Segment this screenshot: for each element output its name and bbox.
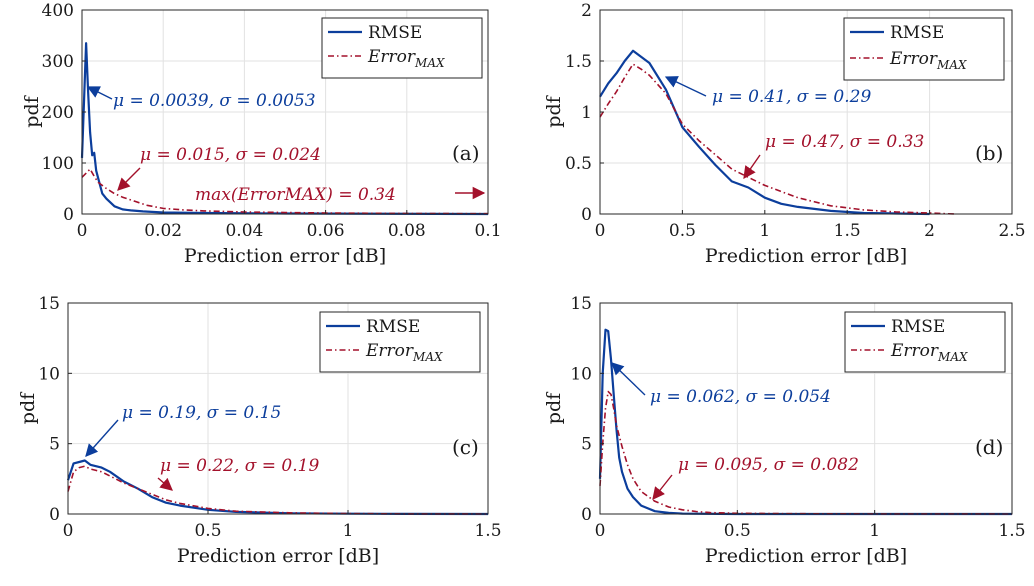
x-axis-label: Prediction error [dB] bbox=[184, 245, 386, 267]
legend: RMSE ErrorMAX bbox=[844, 311, 1006, 373]
series-errmax-line bbox=[599, 390, 1013, 515]
annotation-label: μ = 0.0039, σ = 0.0053 bbox=[113, 91, 316, 111]
legend: RMSE ErrorMAX bbox=[843, 17, 1005, 81]
y-tick-label: 5 bbox=[581, 435, 592, 455]
y-tick-label: 10 bbox=[38, 364, 60, 384]
chart-panel-d: 0 0.5 1 1.5 0 5 10 15 Prediction error [dB] pdf (d… bbox=[543, 294, 1026, 567]
y-tick-label: 300 bbox=[42, 52, 74, 72]
x-tick-label: 0.5 bbox=[669, 221, 696, 241]
legend-label-rmse: RMSE bbox=[890, 23, 944, 43]
x-tick-label: 1 bbox=[343, 521, 354, 541]
annotation-label: μ = 0.015, σ = 0.024 bbox=[140, 145, 321, 165]
x-tick-label: 0 bbox=[63, 521, 74, 541]
panel-tag: (a) bbox=[452, 141, 480, 165]
x-tick-label: 0.1 bbox=[474, 221, 501, 241]
y-tick-label: 1 bbox=[581, 103, 592, 123]
legend-label-errmax: ErrorMAX bbox=[367, 47, 445, 70]
x-tick-label: 0.04 bbox=[225, 221, 263, 241]
annotation-label: max(ErrorMAX) = 0.34 bbox=[195, 185, 396, 205]
annotation-label: μ = 0.062, σ = 0.054 bbox=[650, 387, 831, 407]
legend-box bbox=[321, 17, 483, 79]
annotation-arrow bbox=[86, 86, 113, 100]
axes-box bbox=[599, 302, 1013, 515]
annotation-label: μ = 0.47, σ = 0.33 bbox=[765, 132, 924, 152]
y-axis-label: pdf bbox=[543, 94, 565, 127]
y-tick-label: 1.5 bbox=[565, 52, 592, 72]
x-tick-label: 2 bbox=[924, 221, 935, 241]
x-tick-label: 0 bbox=[595, 521, 606, 541]
annotation-label: μ = 0.22, σ = 0.19 bbox=[160, 456, 319, 476]
annotation-arrow bbox=[743, 154, 761, 180]
legend-box bbox=[319, 311, 481, 373]
legend-box bbox=[844, 311, 1006, 373]
x-tick-label: 1 bbox=[759, 221, 770, 241]
y-axis-label: pdf bbox=[17, 391, 39, 424]
x-axis-label: Prediction error [dB] bbox=[177, 545, 379, 567]
y-tick-label: 400 bbox=[42, 1, 74, 21]
chart-panel-c: 0 0.5 1 1.5 0 5 10 15 Prediction error [dB] pdf (c… bbox=[17, 294, 502, 567]
y-tick-label: 0 bbox=[581, 505, 592, 525]
x-tick-label: 0.06 bbox=[307, 221, 345, 241]
annotation-arrow bbox=[664, 76, 707, 97]
series-rmse-line bbox=[599, 49, 930, 216]
y-tick-label: 0.5 bbox=[565, 154, 592, 174]
y-tick-label: 10 bbox=[570, 364, 592, 384]
y-tick-label: 0 bbox=[49, 505, 60, 525]
series-errmax-line bbox=[81, 168, 489, 215]
legend: RMSE ErrorMAX bbox=[319, 311, 481, 373]
x-tick-label: 2.5 bbox=[998, 221, 1025, 241]
x-tick-label: 1.5 bbox=[474, 521, 501, 541]
x-tick-label: 0.02 bbox=[144, 221, 182, 241]
legend-label-errmax: ErrorMAX bbox=[889, 49, 967, 72]
x-tick-label: 1 bbox=[869, 521, 880, 541]
x-tick-label: 0.08 bbox=[388, 221, 426, 241]
x-tick-label: 0.5 bbox=[194, 521, 221, 541]
annotation-arrow bbox=[157, 477, 173, 491]
y-axis-label: pdf bbox=[543, 391, 565, 424]
panel-tag: (d) bbox=[975, 435, 1003, 459]
legend-label-errmax: ErrorMAX bbox=[365, 341, 443, 364]
x-tick-label: 0 bbox=[595, 221, 606, 241]
panel-tag: (b) bbox=[975, 141, 1003, 165]
y-tick-label: 15 bbox=[38, 294, 60, 314]
x-tick-label: 1.5 bbox=[834, 221, 861, 241]
x-tick-label: 0.5 bbox=[724, 521, 751, 541]
x-axis-label: Prediction error [dB] bbox=[705, 245, 907, 267]
x-axis-label: Prediction error [dB] bbox=[705, 545, 907, 567]
x-tick-label: 0 bbox=[77, 221, 88, 241]
y-tick-label: 2 bbox=[581, 1, 592, 21]
series-errmax-line bbox=[599, 63, 955, 215]
y-tick-label: 0 bbox=[63, 205, 74, 225]
annotation-label: μ = 0.095, σ = 0.082 bbox=[678, 455, 859, 475]
annotation-arrow bbox=[85, 419, 119, 457]
legend-label-errmax: ErrorMAX bbox=[890, 341, 968, 364]
panel-tag: (c) bbox=[452, 435, 479, 459]
axes-box bbox=[67, 302, 489, 515]
annotation-arrow bbox=[652, 474, 673, 500]
y-tick-label: 100 bbox=[42, 154, 74, 174]
annotation-label: μ = 0.19, σ = 0.15 bbox=[122, 403, 281, 423]
annotation-arrow bbox=[611, 362, 646, 396]
legend-box bbox=[843, 17, 1005, 81]
y-tick-label: 200 bbox=[42, 103, 74, 123]
legend-label-rmse: RMSE bbox=[891, 317, 945, 337]
x-tick-label: 1.5 bbox=[998, 521, 1025, 541]
chart-panel-a: 0 0.02 0.04 0.06 0.08 0.1 0 100 200 300 400 Predict… bbox=[21, 1, 502, 267]
legend: RMSE ErrorMAX bbox=[321, 17, 483, 79]
y-tick-label: 5 bbox=[49, 435, 60, 455]
annotation-arrow bbox=[117, 167, 141, 191]
y-axis-label: pdf bbox=[21, 94, 43, 127]
chart-panel-b: 0 0.5 1 1.5 2 2.5 0 0.5 1 1.5 2 Prediction error [d… bbox=[543, 1, 1026, 267]
y-tick-label: 15 bbox=[570, 294, 592, 314]
annotation-label: μ = 0.41, σ = 0.29 bbox=[712, 87, 871, 107]
legend-label-rmse: RMSE bbox=[366, 317, 420, 337]
series-errmax-line bbox=[67, 465, 489, 515]
legend-label-rmse: RMSE bbox=[368, 23, 422, 43]
y-tick-label: 0 bbox=[581, 205, 592, 225]
